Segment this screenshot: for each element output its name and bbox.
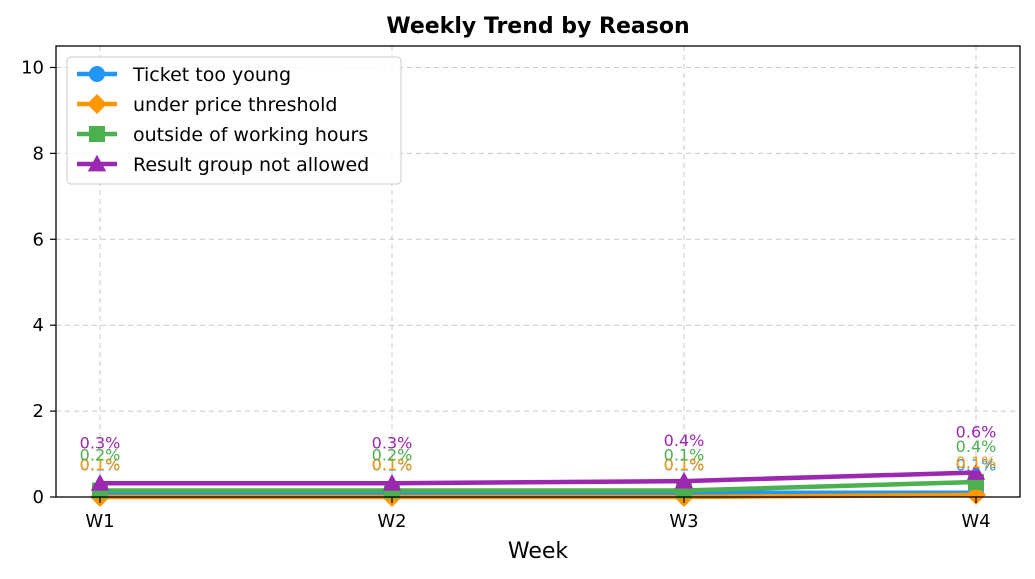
data-label: 0.1%: [372, 455, 413, 474]
series-lines: [90, 463, 986, 507]
data-point: [90, 474, 110, 491]
series-2: [90, 484, 986, 507]
legend-box: [66, 56, 402, 185]
plot-frame: [55, 45, 1021, 498]
x-axis-label: Week: [508, 539, 569, 564]
legend-item: Ticket too young: [77, 64, 291, 86]
data-label: 0.1%: [664, 456, 705, 475]
data-point: [674, 471, 694, 489]
data-label: 0.1%: [956, 453, 997, 472]
series-4: [90, 463, 986, 491]
y-tick-label: 2: [33, 401, 44, 422]
data-label: 0.3%: [80, 433, 121, 452]
axis-ticks: W1 W2 W3 W4 0 2 4 6 8 10: [21, 57, 991, 532]
data-point: [966, 463, 986, 480]
x-tick-label: W2: [377, 511, 406, 532]
y-tick-label: 4: [33, 315, 44, 336]
series-line: [97, 470, 979, 486]
legend-label: Ticket too young: [132, 64, 291, 86]
data-label: 0.1%: [80, 455, 121, 474]
data-label: 0.2%: [372, 446, 413, 465]
data-point: [382, 474, 402, 491]
y-tick-label: 0: [33, 487, 44, 508]
data-label: 0.2%: [80, 446, 121, 465]
data-label: 0.4%: [664, 431, 705, 450]
data-label: 0.1%: [80, 456, 121, 475]
legend-label: under price threshold: [133, 94, 338, 116]
data-label: 0.6%: [956, 423, 997, 442]
y-tick-label: 10: [21, 57, 44, 78]
data-label: 0.1%: [664, 446, 705, 465]
legend-item: Result group not allowed: [77, 154, 369, 176]
legend: Ticket too young under price threshold out…: [66, 56, 402, 185]
grid: [56, 46, 1020, 497]
data-label: 0.3%: [372, 433, 413, 452]
x-tick-label: W4: [961, 511, 990, 532]
legend-marker: [89, 66, 105, 82]
legend-label: Result group not allowed: [133, 154, 369, 176]
x-tick-label: W1: [85, 511, 114, 532]
legend-label: outside of working hours: [133, 124, 368, 146]
series-line: [97, 479, 979, 493]
data-label: 0.1%: [372, 456, 413, 475]
legend-item: under price threshold: [77, 94, 338, 116]
x-tick-label: W3: [669, 511, 698, 532]
data-labels: 0.1% 0.1% 0.1% 0.1%0.1% 0.1% 0.1% 0.1%0.2% 0.2%…: [80, 423, 997, 475]
y-tick-label: 6: [33, 229, 44, 250]
y-tick-label: 8: [33, 143, 44, 164]
legend-marker: [87, 94, 107, 114]
data-label: 0.4%: [956, 437, 997, 456]
legend-marker: [89, 126, 105, 142]
data-label: 0.1%: [664, 455, 705, 474]
data-label: 0.1%: [956, 456, 997, 475]
chart-title: Weekly Trend by Reason: [386, 14, 689, 39]
legend-marker: [87, 154, 107, 172]
legend-item: outside of working hours: [77, 124, 368, 146]
